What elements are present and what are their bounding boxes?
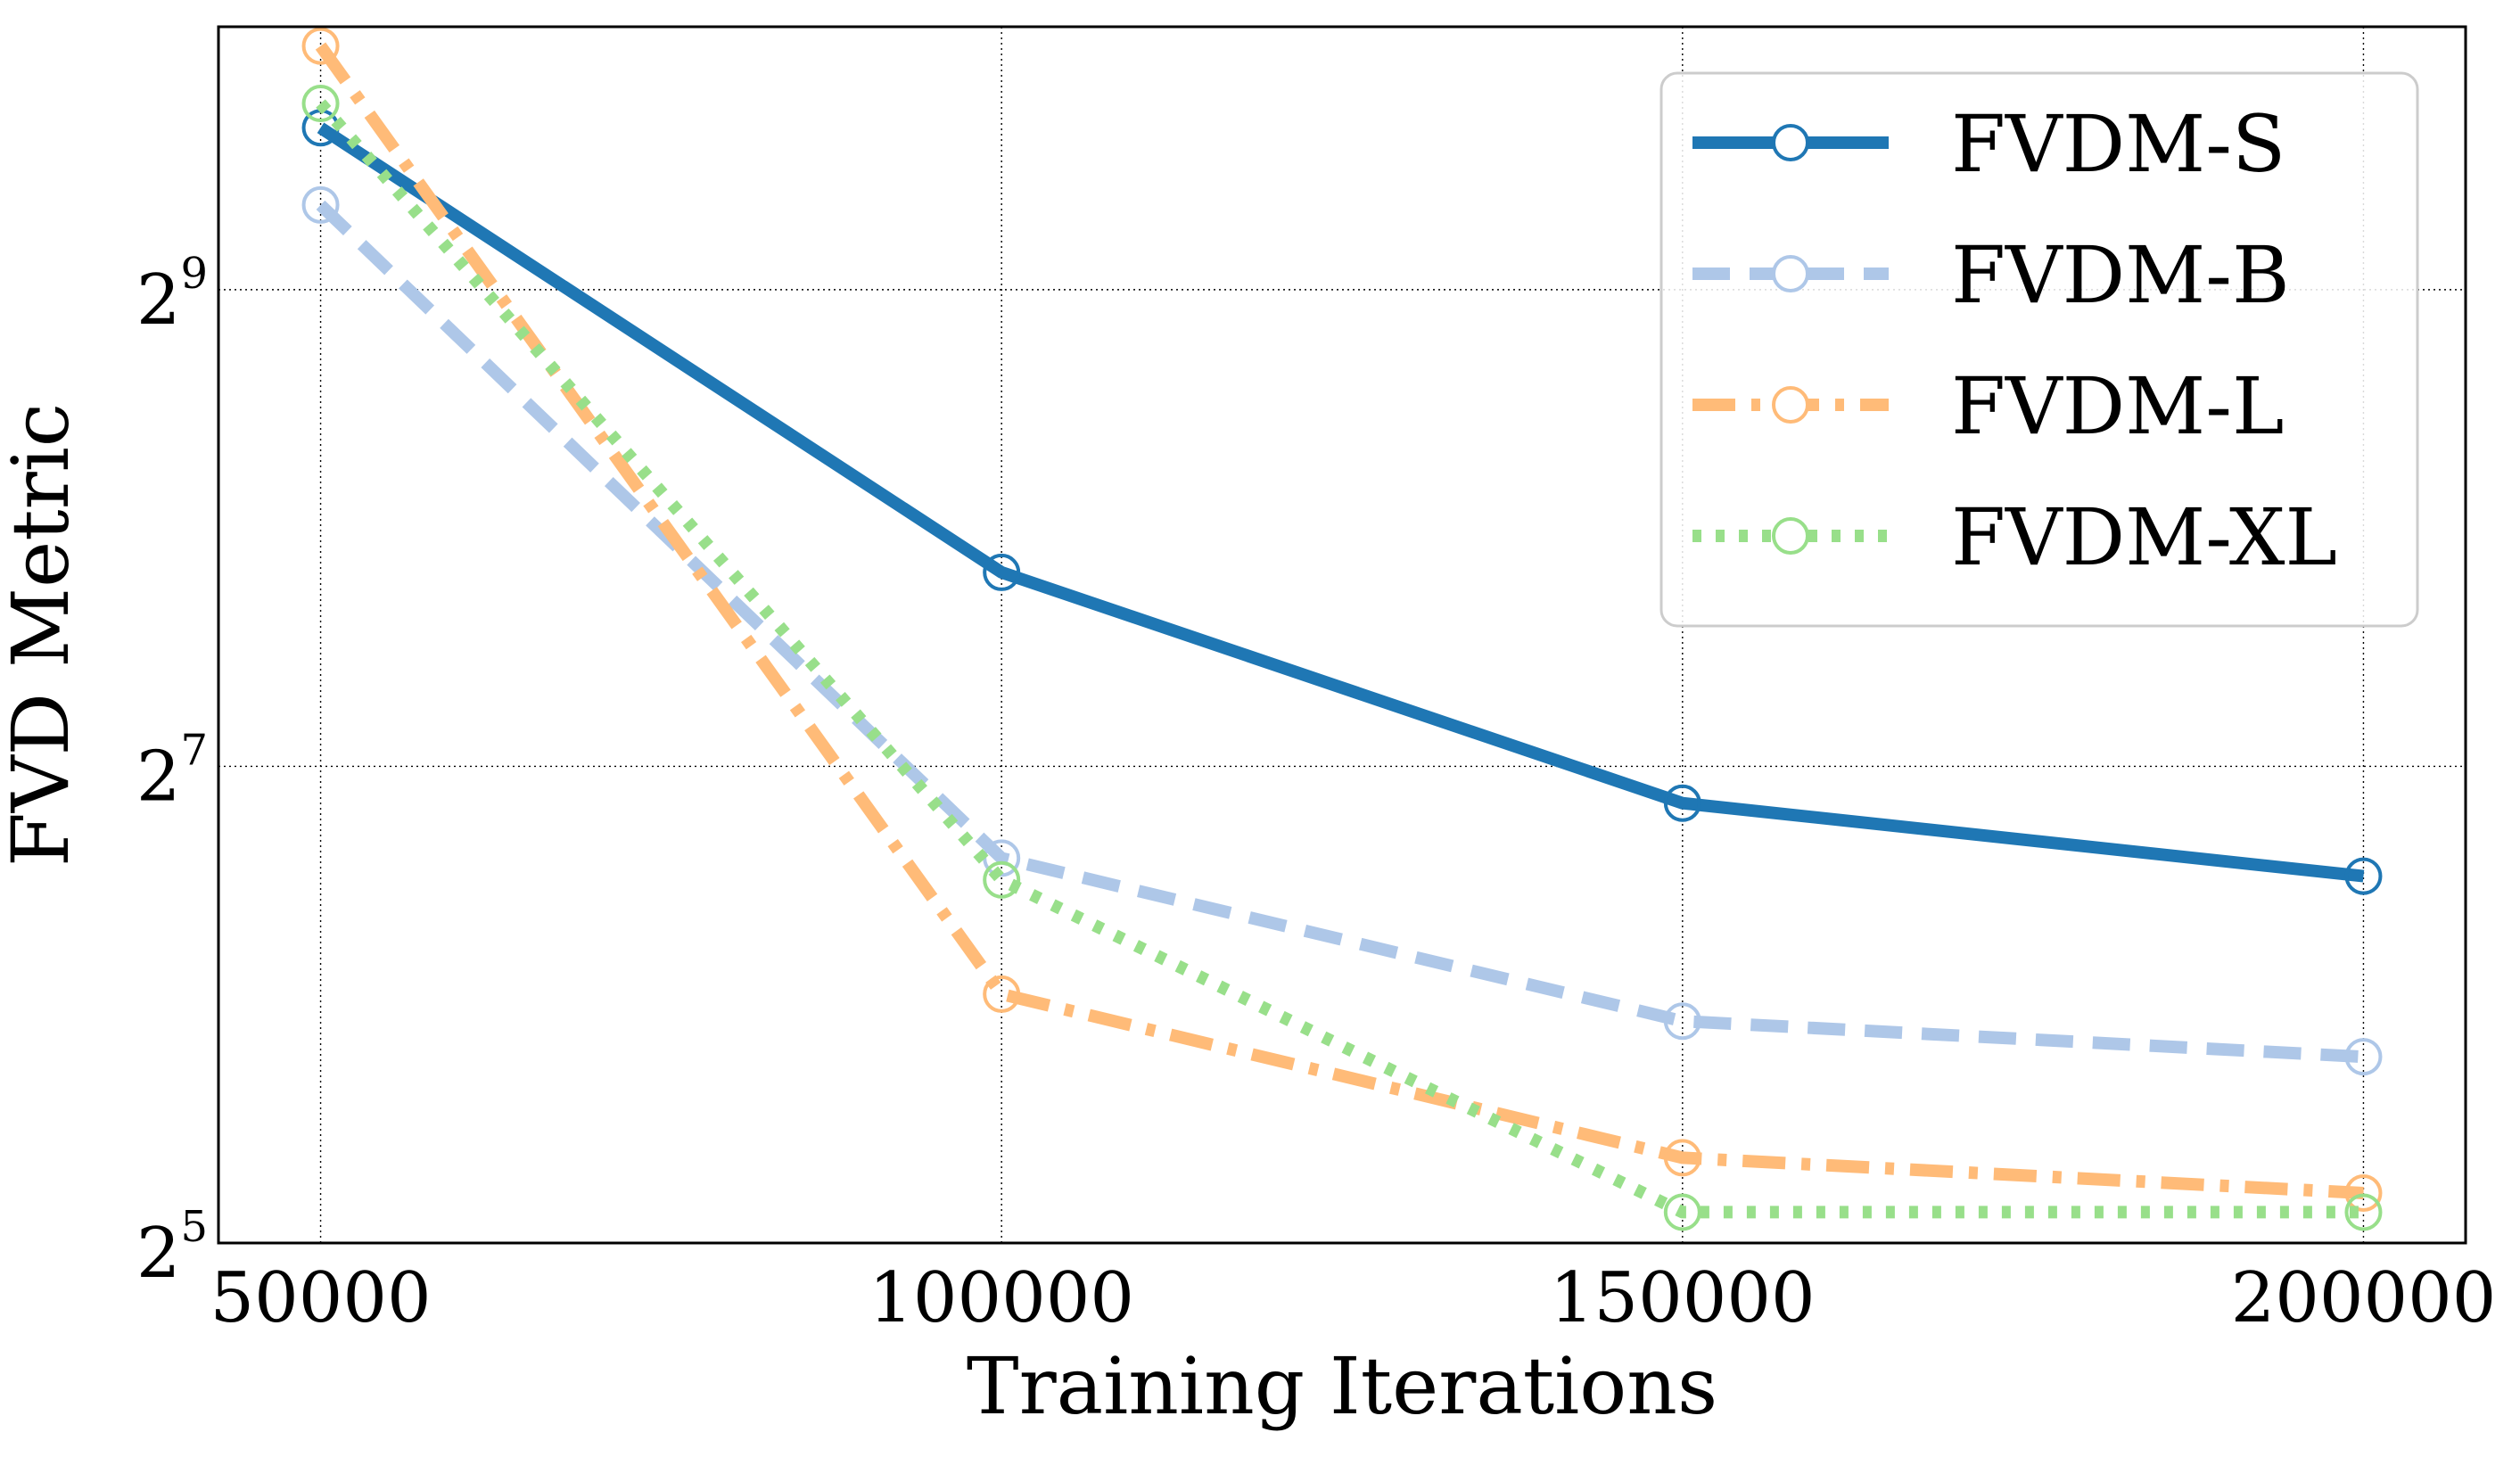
- legend-label: FVDM-B: [1951, 229, 2290, 321]
- x-tick-label: 200000: [2231, 1258, 2497, 1338]
- x-tick-label: 150000: [1550, 1258, 1816, 1338]
- data-point: [1663, 1193, 1701, 1231]
- data-point: [1663, 784, 1701, 822]
- legend-item: FVDM-XL: [1692, 491, 2337, 583]
- plot-frame: [217, 25, 2467, 1245]
- data-point: [1663, 1139, 1701, 1177]
- y-tick-base: 2: [136, 1214, 181, 1294]
- legend-item: FVDM-B: [1692, 229, 2290, 321]
- legend-label: FVDM-XL: [1951, 491, 2337, 583]
- data-point: [983, 553, 1021, 591]
- data-point: [301, 27, 340, 65]
- data-point: [2344, 1193, 2383, 1231]
- data-point: [301, 85, 340, 123]
- legend-marker: [1772, 517, 1809, 555]
- y-tick-exponent: 7: [180, 725, 208, 775]
- series-fvdm-b: [301, 185, 2383, 1076]
- y-axis-label: FVD Metric: [0, 403, 86, 867]
- data-point: [983, 975, 1021, 1013]
- x-axis-label: Training Iterations: [967, 1340, 1717, 1432]
- data-point: [2344, 857, 2383, 895]
- y-tick-exponent: 5: [180, 1202, 208, 1252]
- data-point: [301, 185, 340, 224]
- y-tick-label: 27: [136, 725, 208, 817]
- data-point: [983, 860, 1021, 899]
- data-point: [1663, 1002, 1701, 1041]
- data-point: [2344, 1174, 2383, 1213]
- series-fvdm-l: [301, 27, 2383, 1213]
- y-tick-label: 29: [136, 249, 208, 341]
- legend-item: FVDM-L: [1692, 360, 2284, 452]
- legend: FVDM-S FVDM-B FVDM-L FVDM-XL: [1659, 71, 2419, 628]
- series-line: [315, 42, 2364, 1199]
- legend-label: FVDM-S: [1951, 98, 2285, 190]
- y-tick-exponent: 9: [180, 249, 208, 299]
- legend-marker: [1772, 124, 1809, 161]
- x-tick-label: 50000: [210, 1258, 431, 1338]
- legend-marker: [1772, 255, 1809, 292]
- legend-label: FVDM-L: [1951, 360, 2284, 452]
- data-point: [2344, 1038, 2383, 1076]
- series-line: [316, 99, 2364, 1219]
- y-tick-base: 2: [136, 737, 181, 817]
- series-fvdm-xl: [301, 85, 2383, 1231]
- legend-item: FVDM-S: [1692, 98, 2285, 190]
- x-tick-label: 100000: [869, 1258, 1134, 1338]
- series-group: [301, 27, 2383, 1231]
- series-line: [316, 200, 2364, 1064]
- series-fvdm-s: [301, 109, 2383, 895]
- legend-box: [1659, 71, 2419, 628]
- legend-marker: [1772, 386, 1809, 424]
- series-line: [317, 122, 2365, 883]
- y-tick-base: 2: [136, 260, 181, 341]
- y-tick-label: 25: [136, 1202, 208, 1294]
